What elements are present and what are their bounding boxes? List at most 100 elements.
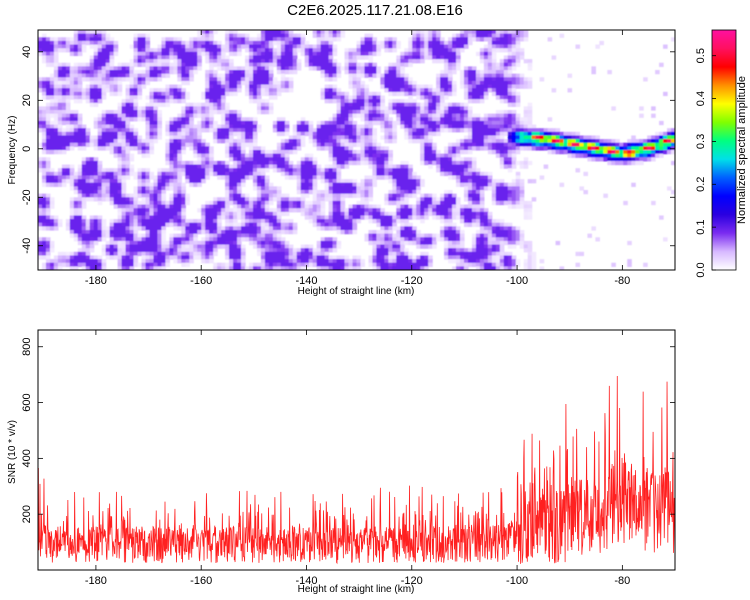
heatmap-cell bbox=[348, 139, 354, 144]
heatmap-cell bbox=[69, 91, 75, 97]
heatmap-cell bbox=[93, 99, 99, 104]
heatmap-cell bbox=[288, 142, 294, 147]
heatmap-cell bbox=[448, 55, 453, 60]
heatmap-cell bbox=[304, 244, 310, 249]
heatmap-cell bbox=[229, 40, 234, 46]
heatmap-cell bbox=[217, 230, 222, 235]
heatmap-cell bbox=[312, 33, 318, 38]
heatmap-cell bbox=[296, 204, 302, 209]
heatmap-cell bbox=[89, 168, 95, 173]
heatmap-cell bbox=[57, 135, 63, 140]
heatmap-cell bbox=[145, 128, 151, 133]
heatmap-cell bbox=[304, 193, 310, 198]
heatmap-cell bbox=[49, 182, 55, 187]
heatmap-cell bbox=[404, 124, 409, 129]
heatmap-cell bbox=[109, 66, 115, 71]
heatmap-cell bbox=[221, 211, 226, 217]
heatmap-cell bbox=[444, 88, 449, 93]
heatmap-cell bbox=[225, 73, 230, 78]
heatmap-cell bbox=[38, 48, 43, 53]
heatmap-cell bbox=[217, 73, 222, 78]
heatmap-cell bbox=[81, 171, 87, 177]
heatmap-cell bbox=[328, 40, 334, 46]
heatmap-cell bbox=[272, 186, 278, 191]
heatmap-cell bbox=[73, 135, 79, 140]
heatmap-cell bbox=[213, 40, 218, 46]
heatmap-cell bbox=[57, 37, 63, 42]
heatmap-cell bbox=[181, 44, 186, 49]
heatmap-cell bbox=[137, 171, 143, 177]
heatmap-cell bbox=[300, 117, 306, 122]
heatmap-cell bbox=[368, 237, 374, 242]
heatmap-cell bbox=[109, 131, 115, 137]
heatmap-cell bbox=[388, 197, 393, 202]
heatmap-cell bbox=[38, 120, 43, 126]
heatmap-cell bbox=[157, 102, 163, 107]
heatmap-cell bbox=[169, 55, 174, 60]
heatmap-cell bbox=[93, 146, 99, 151]
heatmap-cell bbox=[372, 237, 378, 242]
heatmap-cell bbox=[69, 233, 75, 238]
heatmap-cell bbox=[169, 62, 174, 67]
heatmap-cell bbox=[260, 255, 266, 260]
heatmap-cell bbox=[77, 99, 83, 104]
heatmap-cell bbox=[197, 55, 202, 60]
heatmap-cell bbox=[185, 106, 190, 111]
heatmap-cell bbox=[356, 73, 362, 78]
heatmap-cell bbox=[57, 117, 63, 122]
heatmap-cell bbox=[165, 142, 170, 147]
heatmap-cell bbox=[145, 120, 151, 126]
heatmap-cell bbox=[233, 146, 238, 151]
heatmap-cell bbox=[221, 164, 226, 169]
heatmap-cell bbox=[225, 80, 230, 86]
heatmap-cell bbox=[352, 139, 358, 144]
heatmap-cell bbox=[424, 37, 429, 42]
heatmap-cell bbox=[217, 240, 222, 246]
heatmap-cell bbox=[396, 113, 401, 118]
heatmap-cell bbox=[45, 240, 51, 246]
heatmap-cell bbox=[280, 193, 286, 198]
heatmap-cell bbox=[165, 95, 170, 100]
heatmap-cell bbox=[352, 48, 358, 53]
heatmap-cell bbox=[384, 150, 389, 155]
heatmap-cell bbox=[185, 248, 190, 253]
heatmap-cell bbox=[93, 255, 99, 260]
heatmap-cell bbox=[392, 171, 397, 177]
heatmap-cell bbox=[388, 237, 393, 242]
heatmap-cell bbox=[284, 37, 290, 42]
heatmap-cell bbox=[101, 259, 107, 264]
heatmap-cell bbox=[105, 233, 111, 238]
heatmap-cell bbox=[332, 142, 338, 147]
heatmap-cell bbox=[320, 244, 326, 249]
heatmap-cell bbox=[65, 135, 71, 140]
heatmap-cell bbox=[352, 157, 358, 162]
heatmap-cell bbox=[372, 160, 378, 166]
heatmap-cell bbox=[105, 244, 111, 249]
heatmap-cell bbox=[57, 262, 63, 267]
heatmap-cell bbox=[324, 33, 330, 38]
heatmap-cell bbox=[400, 266, 405, 270]
heatmap-cell bbox=[264, 73, 270, 78]
heatmap-cell bbox=[173, 153, 178, 158]
heatmap-cell bbox=[77, 226, 83, 231]
heatmap-cell bbox=[336, 62, 342, 67]
heatmap-cell bbox=[141, 48, 147, 53]
heatmap-cell bbox=[392, 164, 397, 169]
heatmap-cell bbox=[332, 219, 338, 224]
heatmap-cell bbox=[61, 84, 67, 89]
heatmap-cell bbox=[380, 153, 385, 158]
heatmap-cell bbox=[189, 248, 194, 253]
heatmap-cell bbox=[53, 80, 59, 86]
heatmap-cell bbox=[197, 255, 202, 260]
heatmap-cell bbox=[320, 91, 326, 97]
heatmap-cell bbox=[260, 51, 266, 57]
heatmap-cell bbox=[280, 55, 286, 60]
heatmap-cell bbox=[225, 197, 230, 202]
heatmap-cell bbox=[121, 179, 127, 184]
heatmap-cell bbox=[268, 251, 274, 257]
heatmap-cell bbox=[252, 240, 258, 246]
heatmap-cell bbox=[384, 124, 389, 129]
heatmap-cell bbox=[189, 164, 194, 169]
heatmap-cell bbox=[380, 77, 385, 82]
heatmap-cell bbox=[308, 190, 314, 195]
